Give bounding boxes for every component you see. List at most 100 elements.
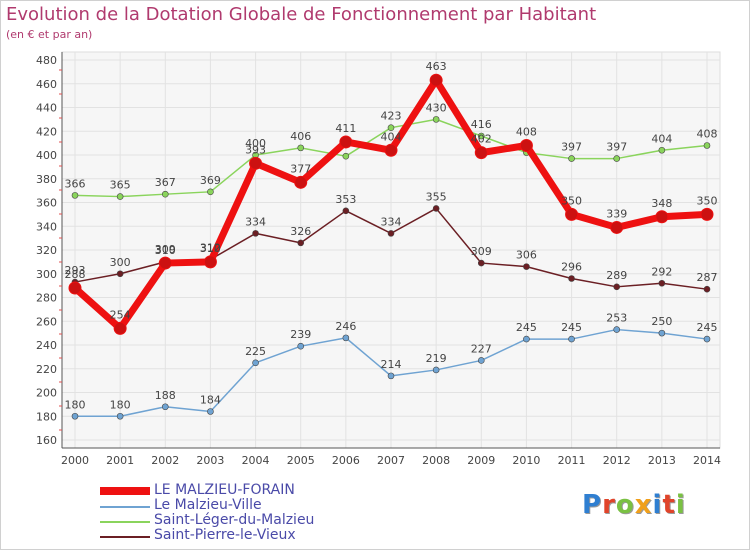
- data-point: [116, 270, 124, 278]
- data-label: 312: [200, 242, 221, 255]
- data-label: 288: [65, 268, 86, 281]
- legend-label: LE MALZIEU-FORAIN: [154, 482, 295, 498]
- data-label: 253: [606, 312, 627, 325]
- y-tick-label: 380: [36, 173, 57, 186]
- data-label: 402: [471, 133, 492, 146]
- y-tick-label: 240: [36, 339, 57, 352]
- y-tick-label: 460: [36, 78, 57, 91]
- data-point: [116, 412, 124, 420]
- data-label: 408: [516, 126, 537, 139]
- data-point: [113, 321, 127, 335]
- data-label: 219: [426, 352, 447, 365]
- x-tick-label: 2005: [287, 454, 315, 467]
- data-point: [384, 143, 398, 157]
- data-label: 309: [471, 245, 492, 258]
- legend-label: Le Malzieu-Ville: [154, 497, 262, 513]
- data-label: 289: [606, 269, 627, 282]
- legend-swatch: [100, 521, 150, 523]
- legend-item: Le Malzieu-Ville: [100, 497, 400, 514]
- data-point: [613, 155, 621, 162]
- data-point: [297, 239, 305, 247]
- x-tick-label: 2000: [61, 454, 89, 467]
- data-label: 254: [110, 308, 131, 321]
- legend-label: Saint-Léger-du-Malzieu: [154, 512, 315, 528]
- data-label: 416: [471, 118, 492, 131]
- data-point: [474, 146, 488, 160]
- grid-layer: [61, 51, 721, 449]
- data-label: 292: [651, 265, 672, 278]
- data-point: [568, 335, 575, 343]
- y-tick-label: 180: [36, 410, 57, 423]
- legend-item: Saint-Pierre-le-Vieux: [100, 527, 400, 544]
- data-label: 408: [697, 128, 718, 141]
- data-point: [252, 359, 259, 367]
- data-point: [207, 408, 214, 415]
- data-point: [71, 412, 79, 420]
- x-tick-label: 2009: [467, 454, 495, 467]
- x-tick-label: 2011: [558, 454, 586, 467]
- x-tick-label: 2002: [151, 454, 179, 467]
- data-point: [297, 342, 305, 350]
- y-tick-label: 160: [36, 434, 57, 447]
- data-point: [565, 207, 579, 221]
- data-point: [477, 357, 485, 364]
- data-point: [519, 139, 533, 152]
- legend-swatch: [100, 487, 150, 495]
- data-label: 300: [110, 256, 131, 269]
- data-label: 366: [65, 177, 86, 190]
- data-label: 245: [516, 321, 537, 334]
- data-label: 397: [561, 141, 582, 154]
- legend-item: LE MALZIEU-FORAIN: [100, 482, 400, 499]
- y-tick-label: 440: [36, 102, 57, 115]
- y-tick-label: 220: [36, 363, 57, 376]
- y-tick-label: 320: [36, 244, 57, 257]
- x-tick-label: 2007: [377, 454, 405, 467]
- data-label: 296: [561, 261, 582, 274]
- data-point: [432, 366, 440, 374]
- data-label: 287: [697, 271, 718, 284]
- data-point: [610, 220, 624, 234]
- data-point: [294, 175, 308, 189]
- data-point: [703, 142, 711, 149]
- legend-swatch: [100, 506, 150, 508]
- data-label: 334: [381, 215, 402, 228]
- y-tick-label: 420: [36, 125, 57, 138]
- data-label: 214: [381, 358, 402, 371]
- x-tick-label: 2003: [196, 454, 224, 467]
- data-point: [658, 279, 666, 287]
- data-label: 406: [290, 130, 311, 143]
- data-label: 397: [606, 141, 627, 154]
- data-point: [68, 281, 82, 295]
- data-point: [161, 403, 169, 411]
- data-point: [432, 116, 440, 123]
- data-label: 180: [110, 398, 131, 411]
- data-point: [568, 275, 575, 282]
- data-label: 306: [516, 249, 537, 262]
- legend-item: Saint-Léger-du-Malzieu: [100, 512, 400, 529]
- data-label: 184: [200, 394, 221, 407]
- data-point: [613, 283, 621, 291]
- y-tick-label: 200: [36, 387, 57, 400]
- data-point: [342, 152, 350, 160]
- data-point: [429, 73, 443, 87]
- data-label: 310: [200, 242, 221, 255]
- data-label: 377: [290, 162, 311, 175]
- data-point: [342, 334, 350, 342]
- data-point: [387, 230, 395, 237]
- data-label: 350: [697, 194, 718, 207]
- data-point: [658, 329, 666, 337]
- data-point: [249, 156, 263, 170]
- data-label: 430: [426, 101, 447, 114]
- data-label: 225: [245, 345, 266, 358]
- data-point: [387, 372, 395, 380]
- data-label: 188: [155, 389, 176, 402]
- data-point: [161, 190, 169, 198]
- y-tick-label: 360: [36, 197, 57, 210]
- data-label: 245: [697, 321, 718, 334]
- x-tick-label: 2013: [648, 454, 676, 467]
- data-label: 353: [335, 193, 356, 206]
- data-point: [342, 207, 350, 215]
- axis-layer: 160 180 200 220 240 260 280 300 320 340 360 380 400 4…: [36, 52, 721, 467]
- x-tick-label: 2008: [422, 454, 450, 467]
